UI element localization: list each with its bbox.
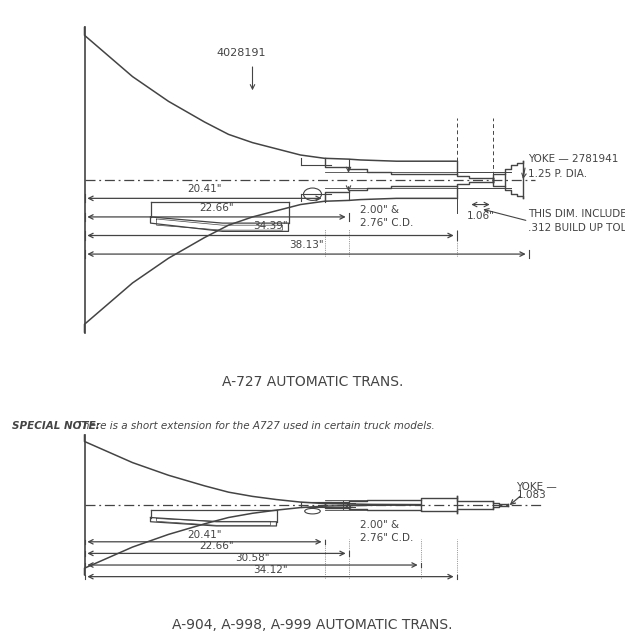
Text: 20.41": 20.41" bbox=[188, 530, 222, 540]
Text: 4028191: 4028191 bbox=[216, 48, 266, 58]
Text: 1.083: 1.083 bbox=[516, 490, 546, 500]
Text: .312 BUILD UP TOL.: .312 BUILD UP TOL. bbox=[529, 223, 625, 234]
Text: 30.58": 30.58" bbox=[235, 553, 270, 563]
Text: There is a short extension for the A727 used in certain truck models.: There is a short extension for the A727 … bbox=[69, 420, 434, 431]
Text: SPECIAL NOTE:: SPECIAL NOTE: bbox=[12, 420, 101, 431]
Text: 38.13": 38.13" bbox=[289, 240, 324, 250]
Text: 20.41": 20.41" bbox=[188, 184, 222, 194]
Text: 1.06": 1.06" bbox=[466, 211, 494, 221]
Text: YOKE — 2781941: YOKE — 2781941 bbox=[529, 154, 619, 164]
Text: 22.66": 22.66" bbox=[199, 541, 234, 551]
Text: THIS DIM. INCLUDES: THIS DIM. INCLUDES bbox=[529, 209, 625, 219]
Text: A-727 AUTOMATIC TRANS.: A-727 AUTOMATIC TRANS. bbox=[222, 375, 403, 389]
Text: YOKE —: YOKE — bbox=[516, 482, 558, 492]
Text: 34.39": 34.39" bbox=[253, 221, 288, 232]
Text: 22.66": 22.66" bbox=[199, 203, 234, 212]
Text: 2.00" &
2.76" C.D.: 2.00" & 2.76" C.D. bbox=[361, 520, 414, 543]
Text: 34.12": 34.12" bbox=[253, 564, 288, 575]
Text: A-904, A-998, A-999 AUTOMATIC TRANS.: A-904, A-998, A-999 AUTOMATIC TRANS. bbox=[173, 618, 452, 632]
Text: 1.25 P. DIA.: 1.25 P. DIA. bbox=[529, 168, 588, 179]
Text: 2.00" &
2.76" C.D.: 2.00" & 2.76" C.D. bbox=[361, 205, 414, 228]
